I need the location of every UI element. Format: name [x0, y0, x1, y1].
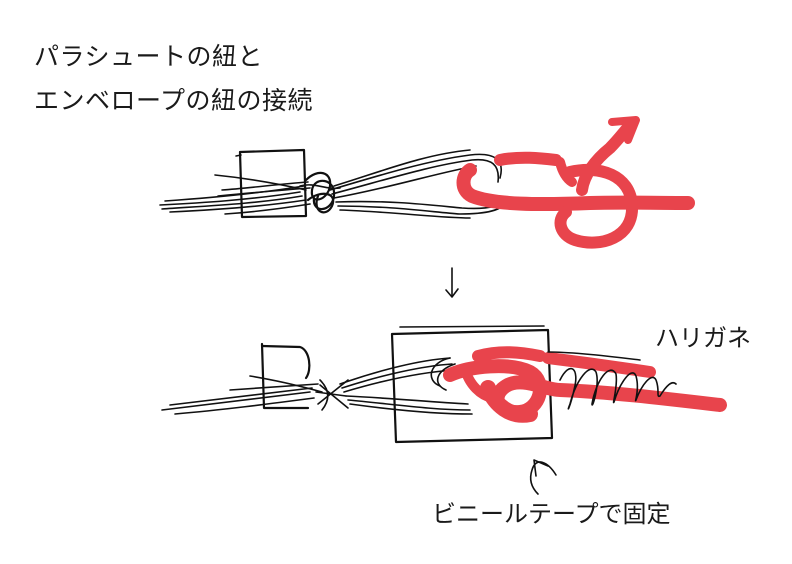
top-red-cord [456, 116, 695, 249]
title-line-2: エンベロープの紐の接続 [34, 86, 314, 115]
bottom-red-cord [443, 346, 727, 423]
tape-pointer-arrow [529, 459, 557, 495]
bottom-black-cord [161, 357, 473, 415]
top-black-cord [159, 174, 311, 215]
title-line-1: パラシュートの紐と [34, 42, 264, 71]
bottom-left-tape-box [260, 342, 311, 410]
down-arrow-icon [445, 267, 459, 298]
top-sketch [159, 116, 695, 249]
top-tape-box [235, 148, 308, 219]
bottom-wire-coil [547, 351, 677, 410]
wire-label: ハリガネ [655, 324, 751, 352]
tape-label: ビニールテープで固定 [432, 500, 671, 528]
top-cord-loop [329, 149, 509, 219]
bottom-tape-box [390, 325, 554, 444]
bottom-sketch [161, 325, 727, 495]
